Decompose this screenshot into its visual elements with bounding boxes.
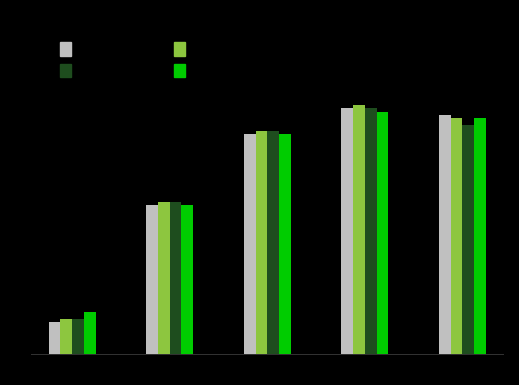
Bar [244,134,255,354]
Bar [474,118,486,354]
Bar [72,319,84,354]
Bar [279,134,291,354]
Bar [158,202,170,354]
Bar [60,319,72,354]
Bar [462,125,474,354]
Bar [439,115,450,354]
Bar [146,206,158,354]
Bar [450,118,462,354]
Bar [84,312,95,354]
Bar [342,109,353,354]
Bar [170,202,182,354]
Bar [267,131,279,354]
Bar [49,322,60,354]
Bar [377,112,388,354]
Bar [365,109,377,354]
Bar [182,206,193,354]
Bar [353,105,365,354]
Bar [255,131,267,354]
